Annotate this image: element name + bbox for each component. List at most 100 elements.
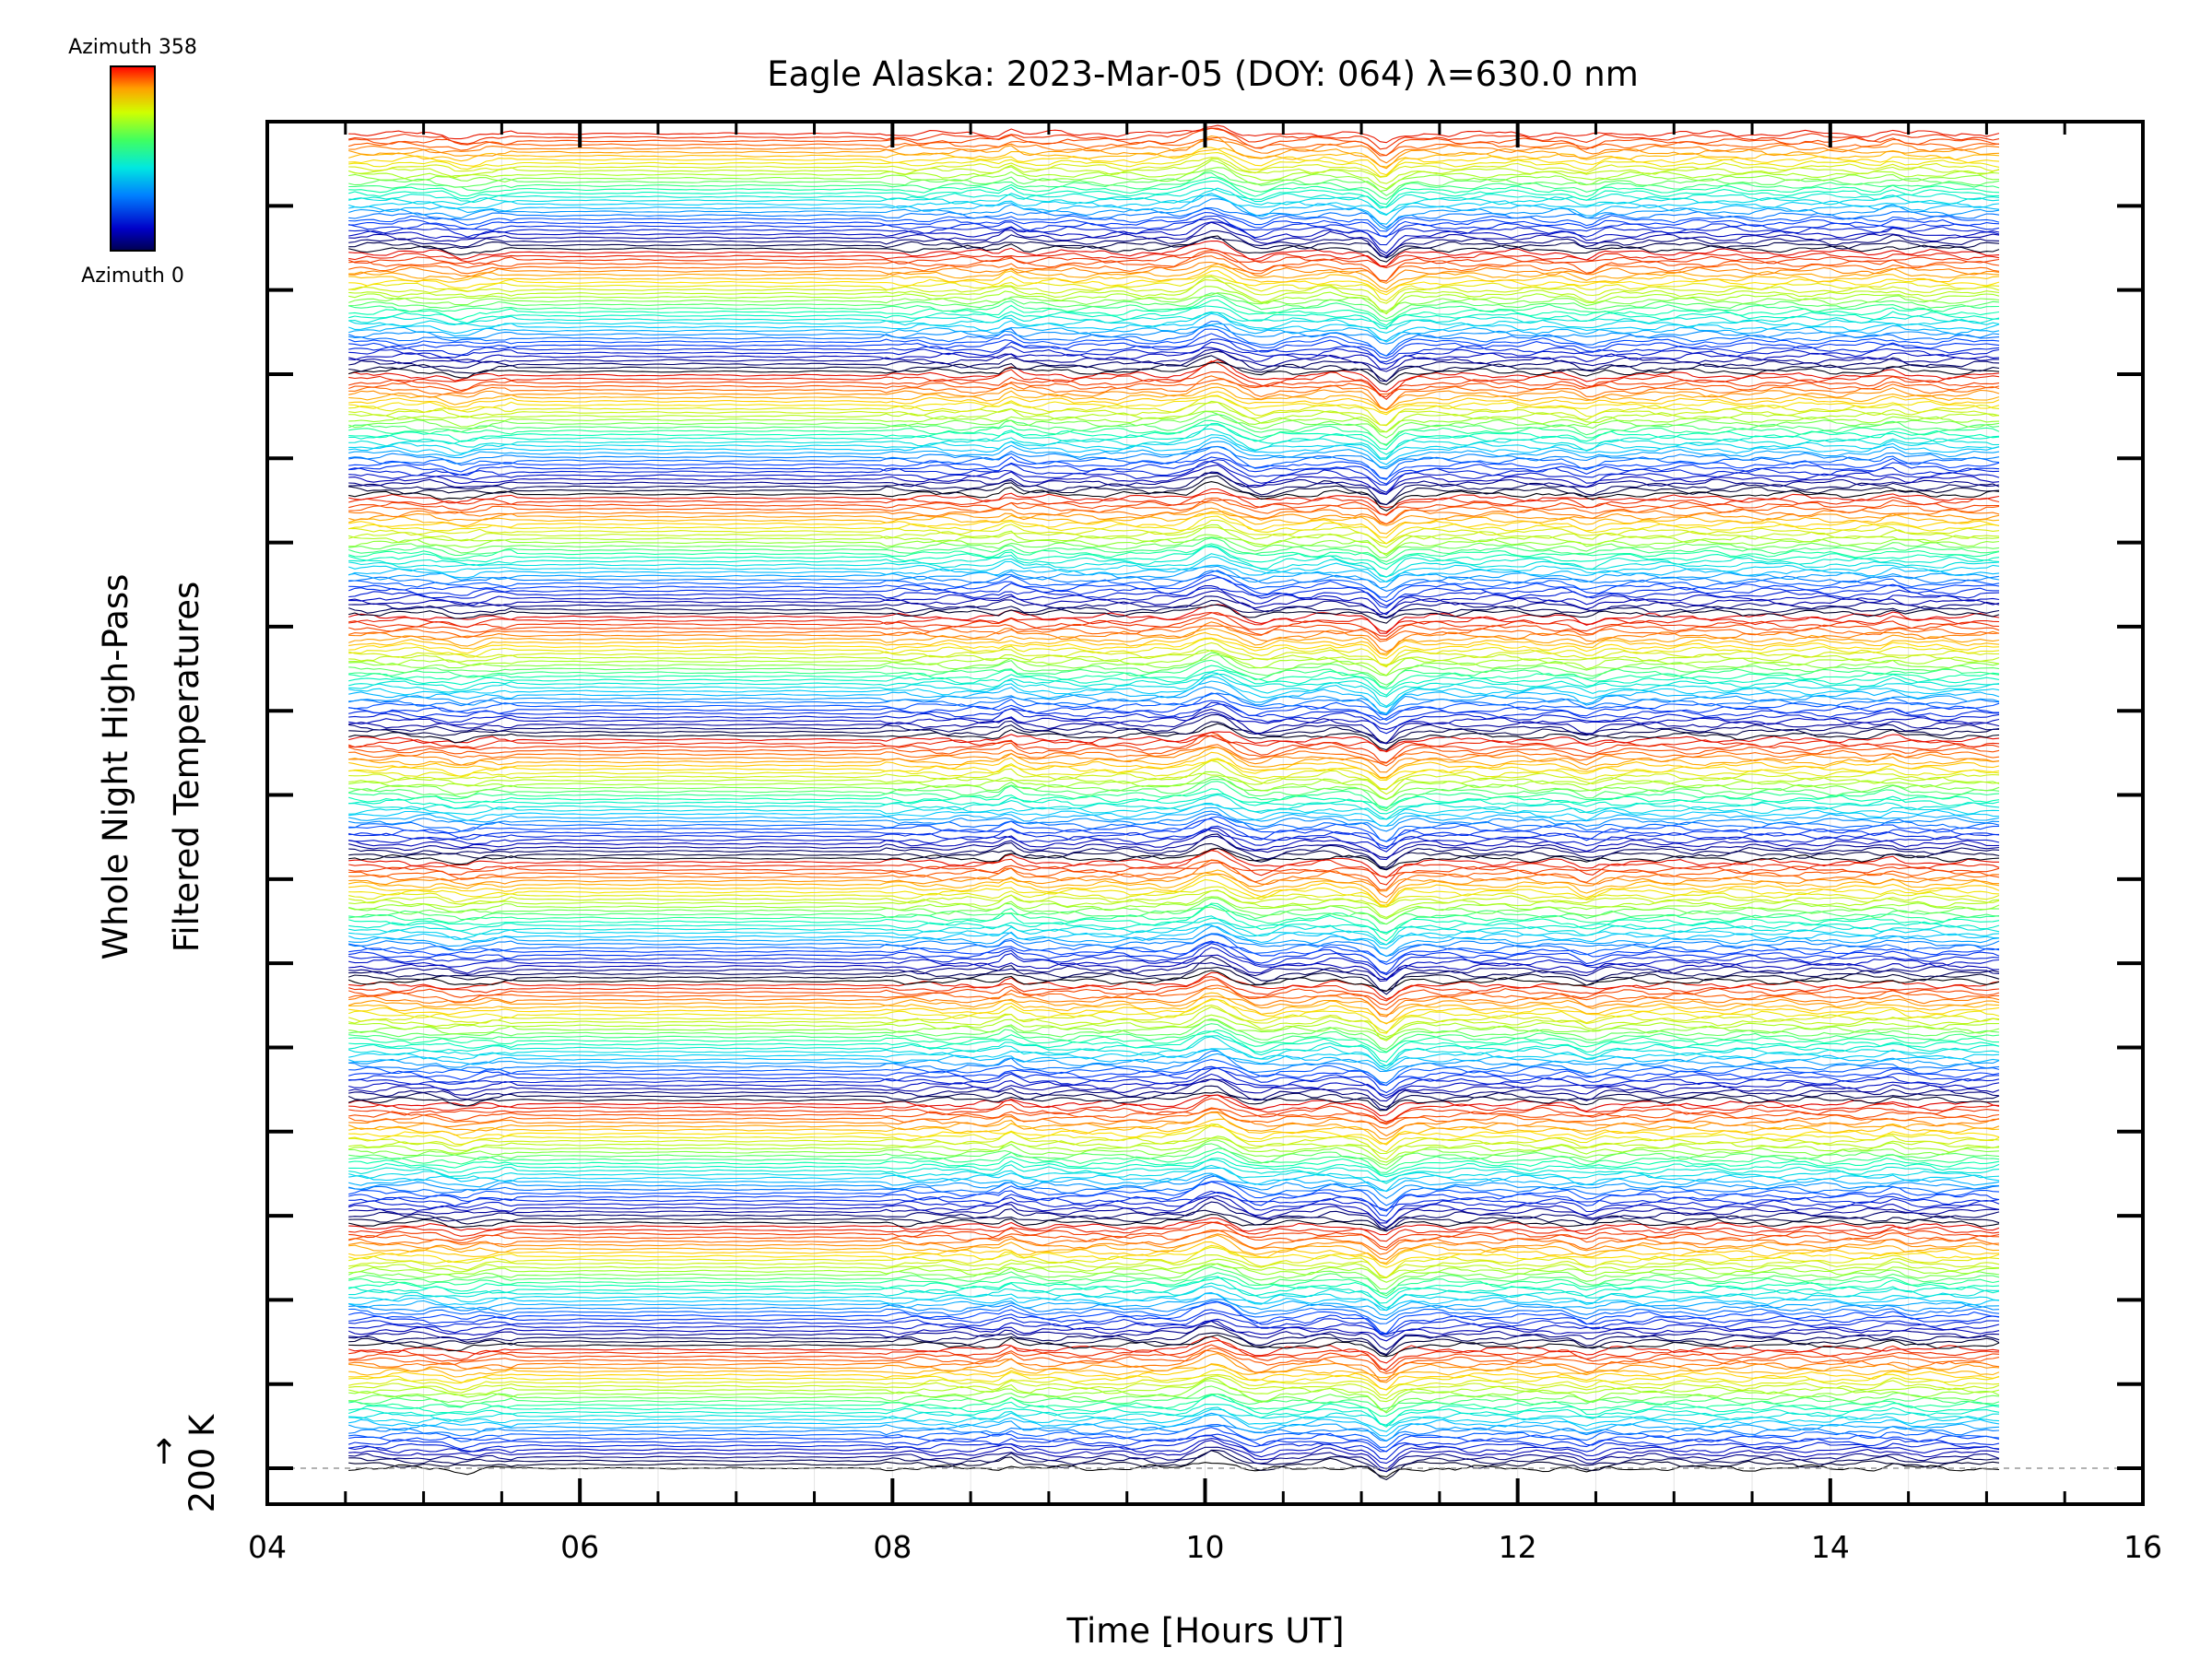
azimuth-trace — [348, 338, 2000, 363]
azimuth-trace — [348, 617, 2000, 641]
azimuth-trace — [348, 1194, 2000, 1224]
azimuth-trace — [348, 512, 2000, 538]
azimuth-trace — [347, 1085, 2000, 1108]
azimuth-trace — [348, 735, 2000, 767]
azimuth-trace — [348, 771, 2000, 800]
azimuth-trace — [348, 348, 2000, 372]
azimuth-trace — [348, 1258, 2000, 1279]
azimuth-trace — [348, 897, 2000, 925]
azimuth-trace — [348, 847, 1999, 878]
azimuth-trace — [348, 1174, 2000, 1199]
x-tick-label: 10 — [1186, 1529, 1225, 1565]
azimuth-trace — [348, 1424, 2000, 1442]
azimuth-trace — [348, 1254, 2000, 1278]
azimuth-trace — [348, 612, 2000, 637]
azimuth-trace — [348, 903, 2000, 942]
azimuth-trace — [348, 312, 2000, 328]
azimuth-trace — [348, 954, 2000, 982]
azimuth-trace — [348, 621, 2000, 653]
azimuth-trace — [348, 1139, 2000, 1166]
azimuth-trace — [348, 565, 2000, 589]
azimuth-trace — [348, 713, 2000, 744]
azimuth-trace — [348, 1221, 2000, 1249]
colorbar: Azimuth 358 Azimuth 0 — [68, 36, 197, 288]
azimuth-trace — [348, 1151, 2000, 1175]
azimuth-trace — [348, 1373, 2000, 1396]
azimuth-trace — [348, 1277, 2000, 1300]
azimuth-trace — [348, 1078, 2000, 1111]
x-tick-label: 06 — [560, 1529, 599, 1565]
azimuth-trace — [348, 947, 2000, 981]
azimuth-trace — [348, 1175, 2000, 1206]
azimuth-trace — [348, 772, 2000, 791]
azimuth-trace — [348, 1053, 2000, 1073]
azimuth-trace — [348, 472, 2000, 506]
azimuth-trace — [348, 816, 2000, 842]
azimuth-trace — [348, 1335, 2000, 1364]
azimuth-trace — [348, 211, 2000, 238]
azimuth-trace — [348, 229, 2000, 258]
azimuth-trace — [348, 835, 2000, 859]
azimuth-trace — [348, 804, 2000, 827]
azimuth-trace — [348, 379, 2000, 395]
azimuth-trace — [348, 971, 2000, 1000]
azimuth-trace — [348, 1438, 2000, 1465]
azimuth-trace — [348, 746, 2000, 773]
azimuth-trace — [348, 637, 2000, 660]
azimuth-trace — [348, 371, 2000, 397]
azimuth-trace — [348, 323, 2000, 342]
azimuth-trace — [348, 215, 2000, 237]
azimuth-trace — [348, 590, 2000, 616]
azimuth-trace — [348, 759, 2000, 795]
azimuth-trace — [348, 328, 2000, 357]
azimuth-trace — [348, 171, 2000, 201]
azimuth-trace — [348, 1300, 2000, 1324]
azimuth-trace — [348, 456, 2000, 485]
azimuth-trace — [348, 519, 2000, 545]
azimuth-trace — [348, 395, 2000, 427]
azimuth-trace — [348, 410, 2000, 433]
azimuth-trace — [348, 979, 2000, 1006]
azimuth-trace — [348, 672, 1999, 707]
azimuth-trace — [348, 428, 2000, 459]
azimuth-trace — [348, 1369, 2000, 1391]
azimuth-trace — [348, 1172, 2000, 1193]
azimuth-trace — [348, 1048, 2000, 1072]
x-tick-label: 12 — [1499, 1529, 1537, 1565]
azimuth-trace — [348, 276, 2000, 315]
azimuth-trace — [348, 744, 2000, 764]
azimuth-trace — [348, 515, 2000, 545]
azimuth-trace — [348, 147, 2000, 176]
azimuth-trace — [348, 355, 2000, 382]
y-axis-label: Whole Night High-Pass Filtered Temperatu… — [96, 574, 206, 960]
azimuth-trace — [348, 1241, 2000, 1265]
azimuth-trace — [348, 680, 2000, 714]
azimuth-trace — [348, 933, 2000, 957]
azimuth-trace — [348, 236, 2000, 259]
azimuth-trace — [348, 1078, 2000, 1102]
azimuth-trace — [348, 759, 2000, 782]
azimuth-trace — [348, 1019, 2000, 1050]
azimuth-trace — [348, 1339, 2000, 1371]
azimuth-trace — [347, 311, 2000, 334]
azimuth-trace — [348, 962, 2000, 981]
azimuth-trace — [348, 686, 2000, 714]
azimuth-trace — [348, 570, 2000, 592]
azimuth-trace — [348, 611, 2000, 633]
azimuth-trace — [348, 721, 1999, 745]
azimuth-trace — [348, 649, 2000, 677]
azimuth-trace — [348, 604, 2000, 624]
azimuth-trace — [348, 1265, 2000, 1297]
azimuth-trace — [348, 653, 2000, 677]
azimuth-trace — [348, 341, 2000, 365]
azimuth-trace — [348, 1221, 2000, 1242]
azimuth-trace — [348, 869, 2000, 904]
azimuth-trace — [348, 1233, 2000, 1261]
azimuth-trace — [348, 1332, 2000, 1357]
y-axis-ticks — [267, 204, 2143, 1470]
azimuth-trace — [348, 995, 2000, 1016]
azimuth-trace — [347, 252, 2000, 269]
azimuth-trace — [348, 703, 2000, 725]
azimuth-trace — [348, 1036, 2000, 1070]
